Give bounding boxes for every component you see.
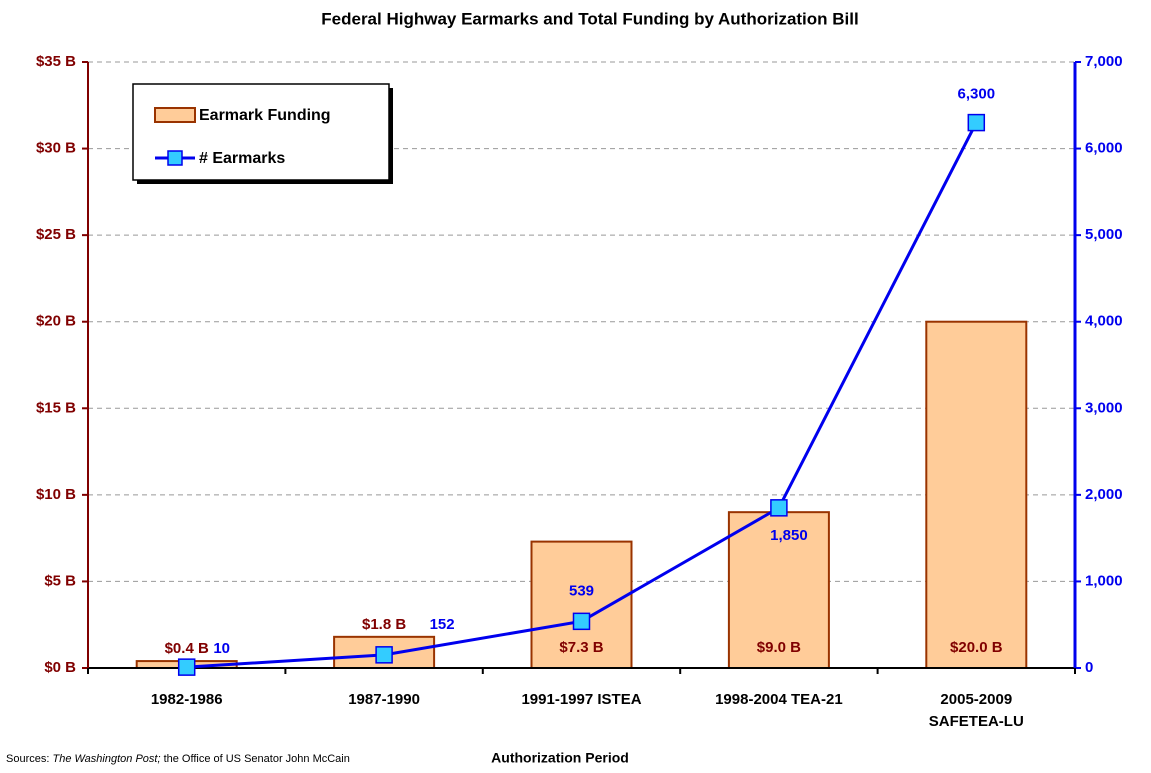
line-marker	[967, 113, 986, 132]
x-tick-label-line: 1987-1990	[348, 691, 420, 708]
source-rest: the Office of US Senator John McCain	[164, 753, 350, 765]
x-axis-label: Authorization Period	[491, 750, 629, 766]
y2-tick-label: 1,000	[1085, 572, 1123, 589]
y-tick-label: $35 B	[36, 53, 76, 70]
x-tick-label-line: 1982-1986	[151, 691, 223, 708]
y2-tick-label: 5,000	[1085, 226, 1123, 243]
source-note: Sources: The Washington Post; the Office…	[6, 753, 350, 765]
y2-tick-label: 3,000	[1085, 399, 1123, 416]
line-marker	[770, 499, 788, 517]
bar	[925, 320, 1028, 669]
y-tick-label: $20 B	[36, 313, 76, 330]
x-tick-label-line: SAFETEA-LU	[929, 713, 1024, 730]
y-tick-label: $25 B	[36, 226, 76, 243]
y2-tick-label: 7,000	[1085, 53, 1123, 70]
legend-swatch	[154, 107, 196, 123]
y2-tick-label: 6,000	[1085, 140, 1123, 157]
line-marker	[177, 658, 196, 676]
line-value-label: 539	[569, 582, 594, 599]
y-tick-label: $10 B	[36, 486, 76, 503]
bar-value-label: $7.3 B	[559, 639, 603, 656]
x-tick-label: 1998-2004 TEA-21	[715, 691, 843, 708]
x-tick-label: 1982-1986	[151, 691, 223, 708]
chart-title: Federal Highway Earmarks and Total Fundi…	[321, 9, 858, 28]
y-tick-label: $15 B	[36, 399, 76, 416]
legend-label: # Earmarks	[199, 150, 285, 167]
line-value-label: 10	[213, 640, 230, 657]
bar	[530, 540, 633, 669]
y2-tick-label: 0	[1085, 659, 1093, 676]
y-tick-label: $30 B	[36, 140, 76, 157]
legend-marker	[167, 150, 183, 166]
bar-value-label: $20.0 B	[950, 639, 1003, 656]
x-tick-label-line: 1998-2004 TEA-21	[715, 691, 843, 708]
bar-value-label: $9.0 B	[757, 639, 801, 656]
x-tick-label: 1991-1997 ISTEA	[521, 691, 641, 708]
legend-label: Earmark Funding	[199, 107, 331, 124]
line-marker	[375, 646, 393, 664]
y2-tick-label: 4,000	[1085, 313, 1123, 330]
bar-value-label: $0.4 B	[165, 640, 209, 657]
line-value-label: 152	[430, 616, 455, 633]
y2-tick-label: 2,000	[1085, 486, 1123, 503]
line-value-label: 6,300	[958, 86, 996, 103]
source-name: The Washington Post;	[52, 753, 160, 765]
y-tick-label: $0 B	[44, 659, 76, 676]
bar-value-label: $1.8 B	[362, 616, 406, 633]
x-tick-label: 2005-2009 SAFETEA-LU	[929, 691, 1024, 730]
y-tick-label: $5 B	[44, 572, 76, 589]
x-tick-label-line: 1991-1997 ISTEA	[521, 691, 641, 708]
line-marker	[572, 612, 591, 631]
x-tick-label-line: 2005-2009	[940, 691, 1012, 708]
x-tick-label: 1987-1990	[348, 691, 420, 708]
source-prefix: Sources:	[6, 753, 49, 765]
line-value-label: 1,850	[770, 527, 808, 544]
